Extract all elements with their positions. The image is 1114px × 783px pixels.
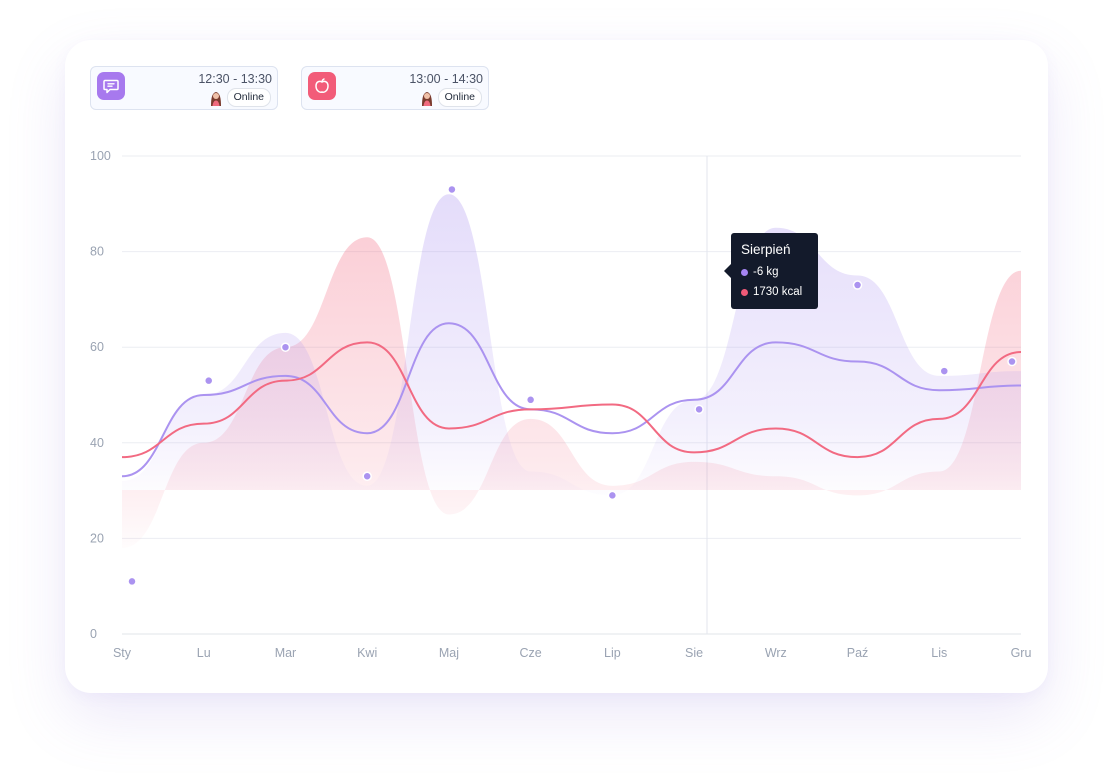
data-point xyxy=(203,375,214,386)
y-tick-label: 100 xyxy=(90,149,111,163)
tooltip-row-weight: -6 kg xyxy=(741,262,818,282)
x-tick-label: Paź xyxy=(847,646,869,660)
data-point xyxy=(280,342,291,352)
y-tick-label: 40 xyxy=(90,436,104,450)
y-tick-label: 80 xyxy=(90,245,104,259)
event-card-chat[interactable]: 12:30 - 13:30 Online xyxy=(90,66,278,110)
data-point xyxy=(607,490,618,501)
data-point xyxy=(1007,356,1017,367)
x-tick-label: Mar xyxy=(275,646,297,660)
avatar xyxy=(422,92,432,106)
tooltip-row-calories: 1730 kcal xyxy=(741,282,818,302)
status-badge: Online xyxy=(437,88,482,107)
x-tick-label: Maj xyxy=(439,646,459,660)
y-tick-label: 60 xyxy=(90,340,104,354)
weight-dot xyxy=(741,268,748,276)
event-time: 13:00 - 14:30 xyxy=(409,72,483,86)
data-point xyxy=(127,576,137,587)
event-time: 12:30 - 13:30 xyxy=(198,72,272,86)
x-tick-label: Sie xyxy=(685,646,703,660)
series-line xyxy=(121,341,1022,459)
series-area xyxy=(122,194,1021,496)
data-point xyxy=(447,184,457,195)
avatar xyxy=(211,92,221,106)
event-card-nutrition[interactable]: 13:00 - 14:30 Online xyxy=(301,66,489,110)
x-tick-label: Lu xyxy=(197,646,211,660)
data-point xyxy=(525,395,536,405)
y-tick-label: 0 xyxy=(90,627,97,641)
x-tick-label: Gru xyxy=(1011,646,1032,660)
status-badge: Online xyxy=(226,88,271,107)
x-tick-label: Sty xyxy=(113,646,132,660)
data-point xyxy=(852,280,863,290)
x-tick-label: Lip xyxy=(604,646,621,660)
tooltip-weight-value: -6 kg xyxy=(753,266,779,278)
calories-dot xyxy=(741,288,748,296)
y-tick-label: 20 xyxy=(90,531,104,545)
data-point xyxy=(362,471,372,482)
series-line xyxy=(121,322,1022,478)
tooltip-calories-value: 1730 kcal xyxy=(753,286,803,298)
apple-icon xyxy=(308,72,336,100)
x-tick-label: Cze xyxy=(520,646,542,660)
x-tick-label: Lis xyxy=(931,646,947,660)
chart-tooltip: Sierpień -6 kg 1730 kcal xyxy=(724,233,818,309)
x-tick-label: Wrz xyxy=(765,646,787,660)
data-point xyxy=(939,366,950,376)
data-point xyxy=(694,404,704,415)
chat-icon xyxy=(97,72,125,100)
x-tick-label: Kwi xyxy=(357,646,377,660)
tooltip-title: Sierpień xyxy=(741,242,791,257)
